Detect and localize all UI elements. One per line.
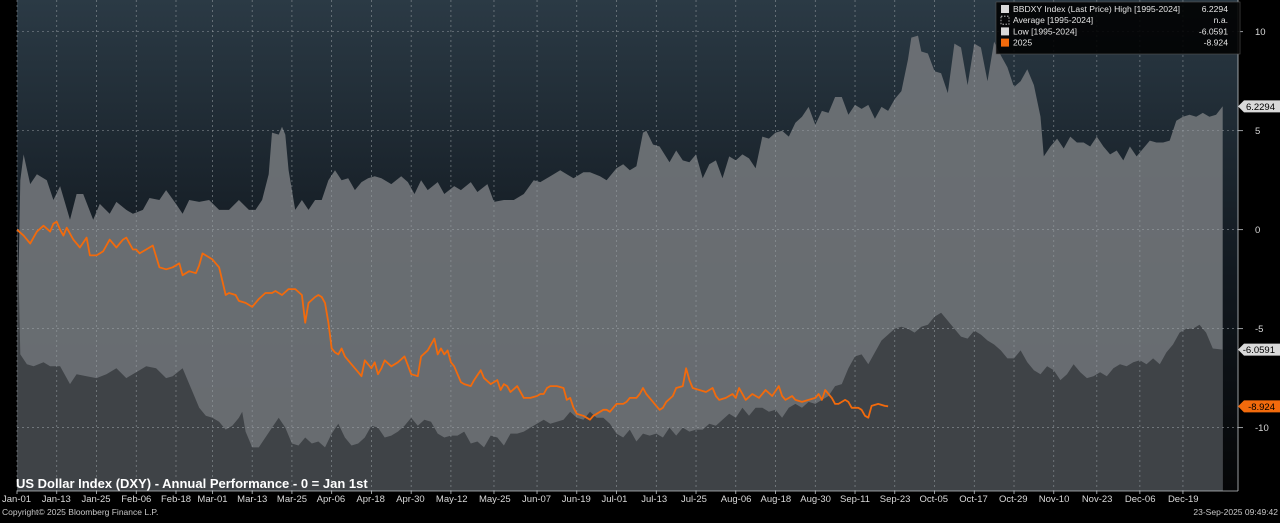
grid: [16, 0, 1238, 491]
x-tick-label: Jan-13: [42, 494, 71, 505]
legend-value: 6.2294: [1202, 4, 1229, 14]
x-tick-label: Jul-01: [602, 494, 628, 505]
y-tick-label: 10: [1255, 27, 1266, 38]
legend-swatch-dotted: [1000, 15, 1010, 25]
x-tick-label: Feb-18: [161, 494, 191, 505]
y-tick-label: 5: [1255, 126, 1260, 137]
x-tick-label: Nov-23: [1082, 494, 1113, 505]
last-value-tag: [1238, 100, 1280, 113]
timestamp-text: 23-Sep-2025 09:49:42: [1193, 507, 1278, 517]
x-tick-label: Aug-18: [761, 494, 792, 505]
x-tick-label: Mar-25: [277, 494, 307, 505]
x-tick-label: Oct-29: [999, 494, 1028, 505]
x-tick-label: Feb-06: [121, 494, 151, 505]
range-bands: [17, 35, 1223, 491]
last-value-tag: [1238, 343, 1280, 356]
x-tick-label: Apr-30: [396, 494, 425, 505]
legend-box: [995, 1, 1241, 55]
x-tick-label: May-25: [479, 494, 511, 505]
legend: BBDXY Index (Last Price) High [1995-2024…: [995, 1, 1241, 55]
legend-value: -6.0591: [1199, 26, 1228, 36]
y-tick-label: -10: [1255, 423, 1269, 434]
last-value-labels: 6.2294 -6.0591 -8.924: [1238, 100, 1280, 413]
y-tick-label: -5: [1255, 324, 1263, 335]
x-tick-label: Nov-10: [1039, 494, 1070, 505]
last-value-label: -8.924: [1248, 402, 1275, 413]
y-tick-label: 0: [1255, 225, 1260, 236]
legend-swatch: [1001, 5, 1009, 13]
legend-swatch: [1001, 38, 1009, 47]
legend-value: n.a.: [1214, 15, 1228, 25]
x-tick-label: Aug-06: [721, 494, 752, 505]
x-tick-label: Apr-06: [317, 494, 346, 505]
legend-value: -8.924: [1204, 38, 1229, 48]
x-tick-label: Jul-25: [681, 494, 707, 505]
x-tick-label: Aug-30: [800, 494, 831, 505]
y-axis: 10 5 0 -5 -10: [1237, 0, 1269, 491]
chart-title: US Dollar Index (DXY) - Annual Performan…: [16, 476, 368, 491]
x-tick-label: Sep-11: [840, 494, 870, 505]
series-2025-line: [16, 220, 889, 421]
x-tick-label: Oct-05: [920, 494, 949, 505]
x-tick-label: Jun-19: [562, 494, 591, 505]
x-tick-label: Apr-18: [356, 494, 385, 505]
last-value-tag: [1238, 400, 1280, 413]
x-tick-label: Dec-19: [1168, 494, 1199, 505]
x-tick-label: Jun-07: [522, 494, 551, 505]
x-tick-label: Dec-06: [1125, 494, 1156, 505]
legend-label: Average [1995-2024]: [1013, 15, 1093, 25]
x-tick-label: Jan-25: [81, 494, 110, 505]
legend-label: 2025: [1013, 38, 1032, 48]
x-tick-label: Mar-01: [197, 494, 227, 505]
last-value-label: 6.2294: [1246, 102, 1275, 113]
x-tick-label: Jul-13: [641, 494, 667, 505]
low-band-area: [17, 200, 1223, 491]
legend-swatch: [1001, 27, 1009, 36]
x-tick-label: Mar-13: [237, 494, 267, 505]
legend-label: BBDXY Index (Last Price) High [1995-2024…: [1013, 4, 1180, 14]
x-tick-label: Jan-01: [2, 494, 31, 505]
x-tick-label: Oct-17: [959, 494, 988, 505]
x-tick-label: May-12: [436, 494, 468, 505]
x-axis: Jan-01 Jan-13 Jan-25 Feb-06 Feb-18 Mar-01 Mar-…: [2, 490, 1238, 505]
series-2025-layer: [16, 220, 889, 421]
copyright-text: Copyright© 2025 Bloomberg Finance L.P.: [2, 507, 158, 517]
legend-label: Low [1995-2024]: [1013, 26, 1077, 36]
last-value-label: -6.0591: [1243, 345, 1275, 356]
x-tick-label: Sep-23: [880, 494, 911, 505]
